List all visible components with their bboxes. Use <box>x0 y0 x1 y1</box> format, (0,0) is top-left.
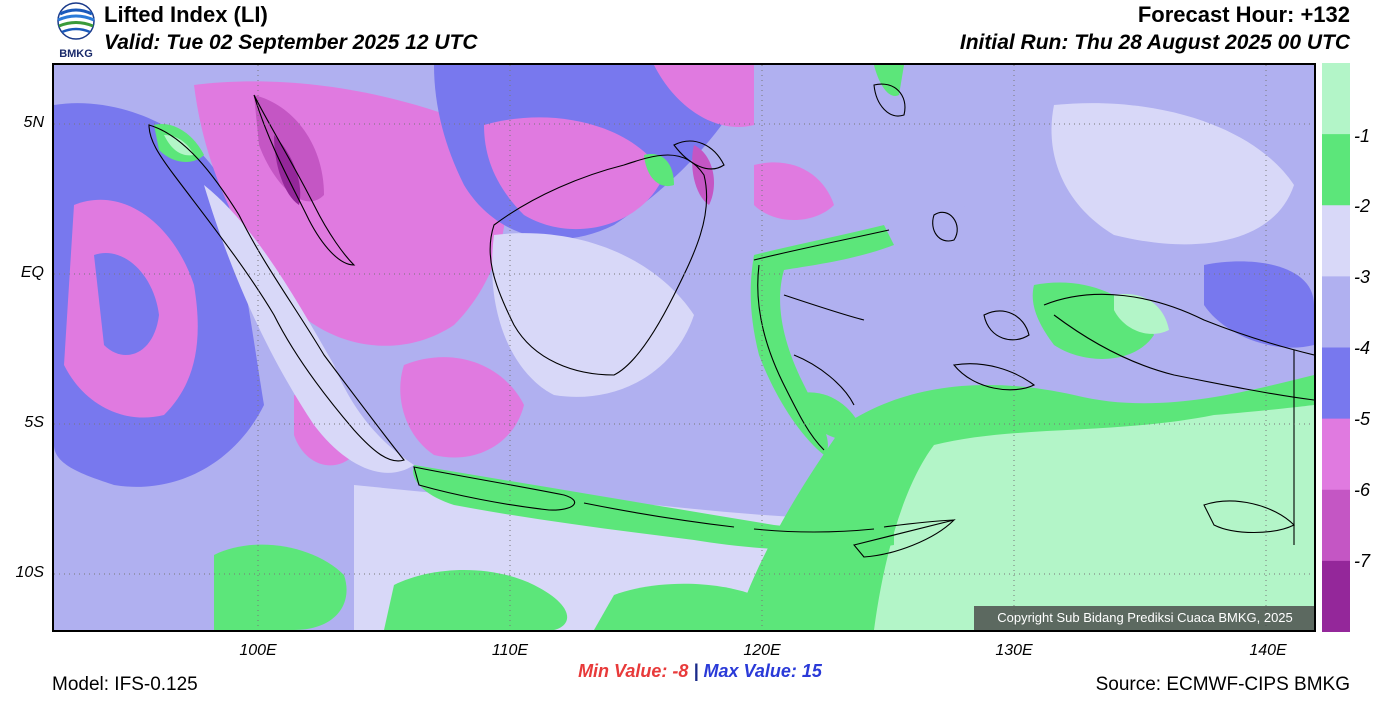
lon-label-130e: 130E <box>995 642 1033 659</box>
map-title: Lifted Index (LI) <box>104 2 268 27</box>
colorbar-segment <box>1322 560 1350 633</box>
initial-run: Initial Run: Thu 28 August 2025 00 UTC <box>959 31 1350 54</box>
colorbar-label: -2 <box>1354 196 1371 216</box>
max-value: 15 <box>801 661 822 681</box>
colorbar-label: -4 <box>1354 338 1371 358</box>
forecast-hour: Forecast Hour: +132 <box>1137 2 1350 27</box>
logo-text: BMKG <box>59 48 93 60</box>
colorbar-label: -6 <box>1354 480 1371 500</box>
colorbar-segment <box>1322 205 1350 277</box>
lon-label-100e: 100E <box>239 642 277 659</box>
max-label: Max Value: <box>703 661 797 681</box>
lon-label-110e: 110E <box>491 642 529 659</box>
lifted-index-map: Copyright Sub Bidang Prediksi Cuaca BMKG… <box>52 63 1316 632</box>
colorbar-segment <box>1322 63 1350 135</box>
colorbar-segment <box>1322 418 1350 491</box>
copyright-notice: Copyright Sub Bidang Prediksi Cuaca BMKG… <box>974 606 1314 630</box>
colorbar-segment <box>1322 347 1350 420</box>
model-info: Model: IFS-0.125 <box>52 674 198 695</box>
valid-time: Valid: Tue 02 September 2025 12 UTC <box>104 31 478 54</box>
min-label: Min Value: <box>578 661 668 681</box>
min-max-values: Min Value: -8 | Max Value: 15 <box>0 661 1400 682</box>
min-value: -8 <box>672 661 689 681</box>
colorbar-segment <box>1322 276 1350 349</box>
separator: | <box>693 661 699 681</box>
lon-label-140e: 140E <box>1249 642 1287 659</box>
colorbar <box>1322 63 1350 633</box>
lat-label-5s: 5S <box>24 414 44 431</box>
source-info: Source: ECMWF-CIPS BMKG <box>1095 674 1350 695</box>
colorbar-label: -1 <box>1354 126 1371 146</box>
lon-label-120e: 120E <box>743 642 781 659</box>
colorbar-segment <box>1322 134 1350 206</box>
lat-label-eq: EQ <box>20 264 44 281</box>
lat-label-5n: 5N <box>23 114 44 131</box>
colorbar-label: -5 <box>1354 409 1371 429</box>
colorbar-label: -3 <box>1354 267 1371 287</box>
colorbar-segment <box>1322 489 1350 562</box>
bmkg-logo: BMKG <box>52 2 100 60</box>
lat-label-10s: 10S <box>15 564 44 581</box>
colorbar-label: -7 <box>1354 551 1371 571</box>
